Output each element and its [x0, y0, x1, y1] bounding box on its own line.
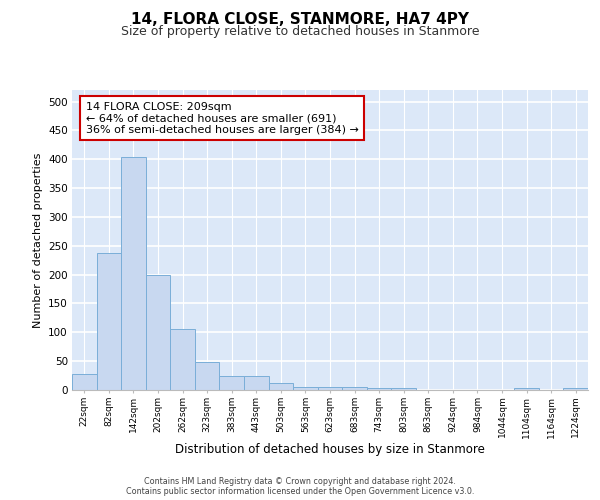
Bar	[269, 383, 293, 390]
Y-axis label: Number of detached properties: Number of detached properties	[32, 152, 43, 328]
Bar	[170, 330, 195, 390]
Bar	[146, 275, 170, 390]
Bar	[195, 362, 220, 390]
Text: Size of property relative to detached houses in Stanmore: Size of property relative to detached ho…	[121, 25, 479, 38]
Text: Contains HM Land Registry data © Crown copyright and database right 2024.
Contai: Contains HM Land Registry data © Crown c…	[126, 476, 474, 496]
Bar	[514, 388, 539, 390]
Bar	[563, 388, 588, 390]
Text: 14 FLORA CLOSE: 209sqm
← 64% of detached houses are smaller (691)
36% of semi-de: 14 FLORA CLOSE: 209sqm ← 64% of detached…	[86, 102, 358, 134]
Text: 14, FLORA CLOSE, STANMORE, HA7 4PY: 14, FLORA CLOSE, STANMORE, HA7 4PY	[131, 12, 469, 28]
Bar	[97, 252, 121, 390]
X-axis label: Distribution of detached houses by size in Stanmore: Distribution of detached houses by size …	[175, 443, 485, 456]
Bar	[220, 376, 244, 390]
Bar	[367, 388, 391, 390]
Bar	[72, 374, 97, 390]
Bar	[121, 158, 146, 390]
Bar	[342, 386, 367, 390]
Bar	[244, 376, 269, 390]
Bar	[293, 386, 318, 390]
Bar	[318, 386, 342, 390]
Bar	[391, 388, 416, 390]
